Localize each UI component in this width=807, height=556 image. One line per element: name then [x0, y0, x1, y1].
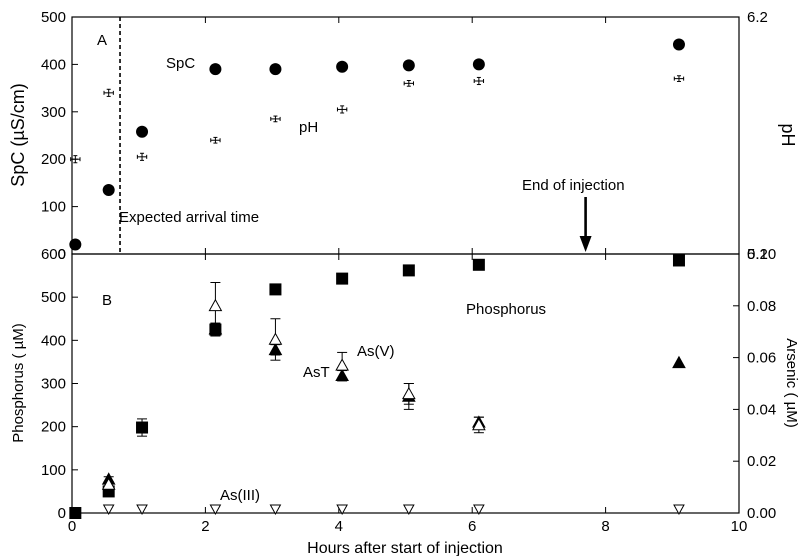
phosphorus-point [136, 421, 149, 434]
asv-point [401, 386, 416, 400]
x-axis-title: Hours after start of injection [307, 540, 503, 556]
y2-tick-label: 0.00 [747, 505, 776, 522]
panel-a-ylabel: SpC (µS/cm) [8, 83, 28, 186]
spc-point [69, 238, 82, 251]
ast-series-label: AsT [303, 364, 330, 381]
y-tick-label: 200 [41, 419, 66, 436]
y2-tick-label: 5.2 [747, 246, 768, 263]
asiii-point [336, 504, 348, 516]
asv-point [472, 417, 486, 431]
x-tick-label: 10 [731, 518, 748, 535]
y-tick-label: 400 [41, 56, 66, 73]
phosphorus-point [672, 254, 685, 267]
x-tick-label: 2 [201, 518, 209, 535]
asv-point [101, 477, 116, 490]
phosphorus-point [472, 258, 485, 271]
asiii-point [102, 504, 115, 516]
panel-b-ylabel: Phosphorus ( µM) [10, 323, 27, 443]
spc-point [472, 58, 485, 71]
panel-a-y2label: pH [778, 123, 798, 146]
y2-tick-label: 0.08 [747, 298, 776, 315]
spc-point [136, 125, 149, 138]
asiii-point [269, 504, 282, 516]
y-tick-label: 300 [41, 376, 66, 393]
x-tick-label: 4 [335, 518, 343, 535]
asiii-point [402, 504, 415, 516]
x-tick-label: 0 [68, 518, 76, 535]
asv-point [335, 358, 349, 371]
end-of-injection-arrow-head [579, 236, 592, 252]
ph-point [210, 136, 221, 144]
spc-point [209, 63, 222, 76]
phosphorus-point [269, 283, 282, 296]
panel-b-y2label: Arsenic ( µM) [783, 338, 800, 427]
y-tick-label: 500 [41, 289, 66, 306]
phosphorus-point [402, 264, 415, 277]
y-tick-label: 400 [41, 332, 66, 349]
y2-tick-label: 0.06 [747, 350, 776, 367]
y-tick-label: 0 [58, 246, 66, 263]
phosphorus-point [69, 507, 82, 519]
ph-point [103, 88, 114, 97]
spc-point [102, 184, 115, 197]
ph-point [136, 152, 148, 161]
ph-point [473, 76, 485, 86]
x-tick-label: 8 [601, 518, 609, 535]
ph-point [673, 75, 685, 82]
panel-b-label: B [102, 292, 112, 309]
ph-point [70, 155, 81, 164]
spc-point [269, 63, 282, 76]
asv-point [268, 332, 283, 345]
ph-series-label: pH [299, 119, 318, 136]
phosphorus-point [336, 272, 349, 285]
asiii-point [473, 504, 485, 516]
y2-tick-label: 6.2 [747, 9, 768, 26]
asiii-point [673, 504, 685, 516]
phosphorus-series-label: Phosphorus [466, 301, 546, 318]
panel-a-label: A [97, 32, 107, 49]
y2-tick-label: 0.04 [747, 401, 776, 418]
y2-tick-label: 0.10 [747, 246, 776, 263]
x-tick-label: 6 [468, 518, 476, 535]
y-tick-label: 500 [41, 9, 66, 26]
y-tick-label: 200 [41, 151, 66, 168]
asiii-point [209, 504, 222, 516]
y-tick-label: 0 [58, 505, 66, 522]
y-tick-label: 300 [41, 104, 66, 121]
spc-point [336, 60, 349, 73]
spc-series-label: SpC [166, 55, 195, 72]
y-tick-label: 100 [41, 199, 66, 216]
y2-tick-label: 0.02 [747, 453, 776, 470]
spc-point [672, 38, 685, 51]
end-of-injection-label: End of injection [522, 177, 625, 194]
ph-point [336, 105, 348, 114]
asiii-point [136, 504, 148, 516]
asv-series-label: As(V) [357, 343, 395, 360]
asv-point [208, 298, 223, 312]
ph-point [270, 115, 281, 123]
ph-point [403, 80, 415, 87]
ast-point [672, 355, 686, 369]
y-tick-label: 600 [41, 246, 66, 263]
arrival-label: Expected arrival time [119, 209, 259, 226]
y-tick-label: 100 [41, 462, 66, 479]
spc-point [402, 59, 415, 72]
panel-b: 0 2 4 6 8 1001002003004005006000.000.020.040.… [10, 246, 800, 556]
asiii-series-label: As(III) [220, 487, 260, 504]
